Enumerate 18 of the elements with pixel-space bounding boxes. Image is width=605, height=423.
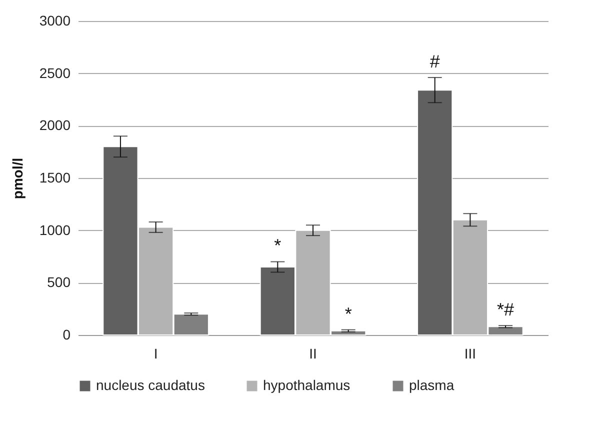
y-tick-label: 0 [62,326,71,342]
legend-label: plasma [409,377,454,393]
y-tick-label: 500 [47,274,71,290]
y-axis-title: pmol/l [9,158,26,200]
legend-label: hypothalamus [263,377,350,393]
y-tick-label: 3000 [39,12,71,28]
y-tick-label: 2000 [39,117,71,134]
x-tick-label: II [309,346,317,362]
legend-label: nucleus caudatus [96,377,205,393]
data-label: * [274,236,282,256]
x-tick-label: I [154,346,158,362]
y-tick-label: 2500 [39,64,71,81]
data-label: * [344,304,352,324]
y-tick-label: 1500 [39,170,71,186]
y-tick-label: 1000 [39,222,71,238]
data-label: # [430,52,440,72]
x-tick-label: III [464,346,476,362]
data-label: *# [497,300,514,320]
